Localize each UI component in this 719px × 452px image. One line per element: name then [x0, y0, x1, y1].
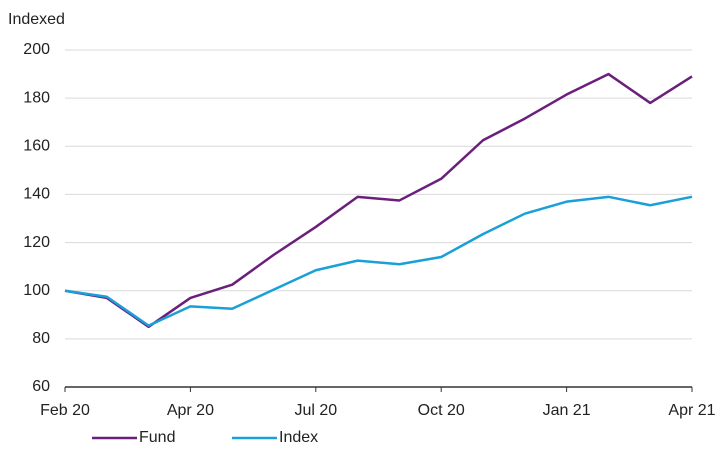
line — [64, 72, 693, 329]
legend-label: Fund — [139, 429, 175, 446]
y-axis-label: Indexed — [8, 11, 65, 28]
y-tick-label: 160 — [23, 138, 50, 155]
y-tick-label: 120 — [23, 234, 50, 251]
x-tick-label: Jan 21 — [543, 402, 591, 419]
line — [64, 195, 693, 327]
x-tick-label: Jul 20 — [294, 402, 337, 419]
y-tick-label: 100 — [23, 282, 50, 299]
x-tick-label: Oct 20 — [418, 402, 465, 419]
x-tick-label: Apr 20 — [167, 402, 214, 419]
y-tick-label: 80 — [32, 330, 50, 347]
y-tick-label: 60 — [32, 378, 50, 395]
y-tick-label: 140 — [23, 186, 50, 203]
y-tick-label: 180 — [23, 89, 50, 106]
y-tick-label: 200 — [23, 41, 50, 58]
legend-label: Index — [279, 429, 318, 446]
x-tick-label: Apr 21 — [668, 402, 715, 419]
x-tick-label: Feb 20 — [40, 402, 90, 419]
